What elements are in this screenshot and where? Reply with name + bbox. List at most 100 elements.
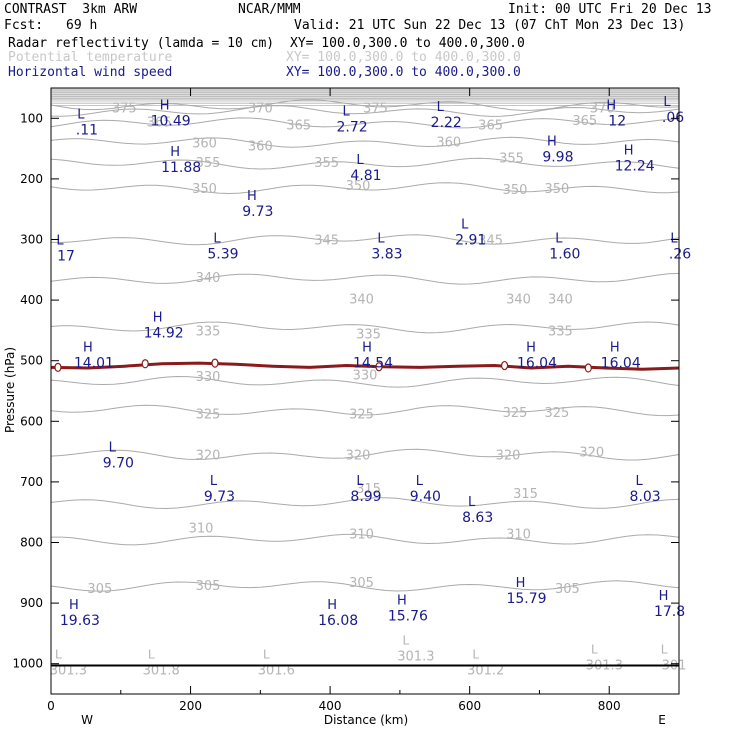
wind-extremum-value: 12.24 — [615, 159, 655, 175]
wind-extremum-value: 14.54 — [353, 356, 393, 372]
theta-label: 370 — [248, 101, 273, 116]
wind-extremum-marker: H — [547, 135, 557, 150]
x-tick-label: 200 — [179, 699, 202, 713]
theta-label: 350 — [346, 179, 371, 194]
surface-extremum-marker: L — [55, 648, 62, 662]
wind-extremum-marker: L — [636, 474, 644, 489]
surface-extremum-marker: L — [403, 634, 410, 648]
surface-extremum-marker: L — [263, 648, 270, 662]
wind-extremum-marker: H — [170, 145, 180, 160]
wind-extremum-value: 10.49 — [151, 113, 191, 129]
theta-label: 375 — [363, 101, 388, 116]
wind-extremum-marker: H — [327, 598, 337, 613]
theta-label: 320 — [496, 449, 521, 464]
x-tick-label: 800 — [598, 699, 621, 713]
reflectivity-contour-label — [141, 359, 149, 369]
theta-contour-305 — [50, 580, 680, 592]
wind-extremum-marker: H — [153, 310, 163, 325]
wind-extremum-marker: L — [213, 232, 221, 247]
field-xy-reflectivity: XY= 100.0,300.0 to 400.0,300.0 — [290, 36, 525, 51]
init-time: Init: 00 UTC Fri 20 Dec 13 — [508, 2, 712, 17]
theta-label: 335 — [196, 324, 221, 339]
theta-label: 305 — [555, 582, 580, 597]
x-tick-label: 600 — [458, 699, 481, 713]
wind-extremum-value: 8.63 — [462, 510, 493, 526]
theta-label: 355 — [499, 152, 524, 167]
wind-extremum-marker: H — [362, 341, 372, 356]
wind-extremum-value: 15.79 — [506, 591, 546, 607]
theta-label: 340 — [506, 292, 531, 307]
valid-time: Valid: 21 UTC Sun 22 Dec 13 (07 ChT Mon … — [294, 18, 686, 33]
wind-extremum-marker: L — [356, 153, 364, 168]
theta-contour-320 — [50, 448, 680, 461]
theta-label: 340 — [196, 271, 221, 286]
theta-label: 355 — [196, 156, 221, 171]
theta-contour-315 — [50, 497, 680, 510]
wind-extremum-value: 12 — [608, 113, 626, 129]
wind-extremum-marker: H — [69, 598, 79, 613]
wind-extremum-value: 9.98 — [542, 150, 573, 166]
wind-extremum-value: 4.81 — [350, 168, 381, 184]
wind-extremum-marker: L — [77, 107, 85, 122]
theta-label: 365 — [286, 118, 311, 133]
theta-contour-330 — [50, 375, 680, 388]
theta-label: 310 — [506, 527, 531, 542]
wind-extremum-marker: H — [659, 589, 669, 604]
theta-label: 330 — [353, 369, 378, 384]
wind-extremum-marker: L — [342, 104, 350, 119]
theta-label: 330 — [196, 370, 221, 385]
theta-label: 360 — [436, 135, 461, 150]
wind-extremum-value: 9.40 — [410, 489, 441, 505]
wind-extremum-value: 1.60 — [549, 247, 580, 263]
field-name-reflectivity: Radar reflectivity (lamda = 10 cm) — [8, 36, 275, 51]
theta-contour-340 — [50, 272, 680, 285]
theta-label: 320 — [346, 449, 371, 464]
theta-label: 345 — [478, 234, 503, 249]
wind-extremum-marker: L — [377, 232, 385, 247]
wind-extremum-value: 16.04 — [517, 356, 557, 372]
wind-extremum-value: 8.03 — [630, 489, 661, 505]
forecast-label: Fcst: — [4, 18, 44, 33]
y-tick-label: 600 — [20, 414, 43, 428]
theta-label: 340 — [349, 292, 374, 307]
wind-extremum-value: 9.70 — [103, 456, 134, 472]
wind-extremum-marker: H — [526, 341, 536, 356]
theta-contour-345 — [50, 234, 680, 246]
theta-label: 305 — [87, 582, 112, 597]
wind-extremum-value: 9.73 — [242, 204, 273, 220]
wind-extremum-marker: H — [247, 189, 257, 204]
wind-extremum-value: 17.8 — [654, 604, 685, 620]
model-title: CONTRAST 3km ARW — [4, 2, 138, 17]
wind-extremum-value: 19.63 — [60, 613, 100, 629]
y-axis-label: Pressure (hPa) — [3, 347, 17, 433]
reflectivity-contour — [50, 361, 680, 371]
theta-label: 325 — [544, 406, 569, 421]
theta-label: 360 — [248, 140, 273, 155]
x-axis-label: Distance (km) — [324, 713, 408, 727]
reflectivity-contour-label — [584, 363, 592, 373]
wind-extremum-marker: L — [356, 474, 364, 489]
theta-label: 375 — [112, 101, 137, 116]
x-tick-label: 0 — [47, 699, 55, 713]
theta-label: 370 — [590, 101, 615, 116]
theta-label: 355 — [314, 156, 339, 171]
surface-theta-label: 301.3 — [50, 664, 87, 679]
theta-label: 320 — [196, 449, 221, 464]
theta-label: 315 — [356, 482, 381, 497]
theta-label: 325 — [349, 407, 374, 422]
wind-extremum-marker: H — [160, 98, 170, 113]
wind-extremum-marker: H — [83, 341, 93, 356]
west-label: W — [81, 713, 93, 727]
surface-theta-label: 301.2 — [467, 664, 504, 679]
theta-label: 325 — [503, 406, 528, 421]
surface-extremum-marker: L — [591, 643, 598, 657]
wind-extremum-marker: H — [516, 576, 526, 591]
surface-theta-label: 301.3 — [397, 650, 434, 665]
wind-extremum-marker: L — [663, 95, 671, 110]
east-label: E — [658, 713, 666, 727]
wind-extremum-marker: L — [437, 100, 445, 115]
theta-label: 365 — [147, 115, 172, 130]
